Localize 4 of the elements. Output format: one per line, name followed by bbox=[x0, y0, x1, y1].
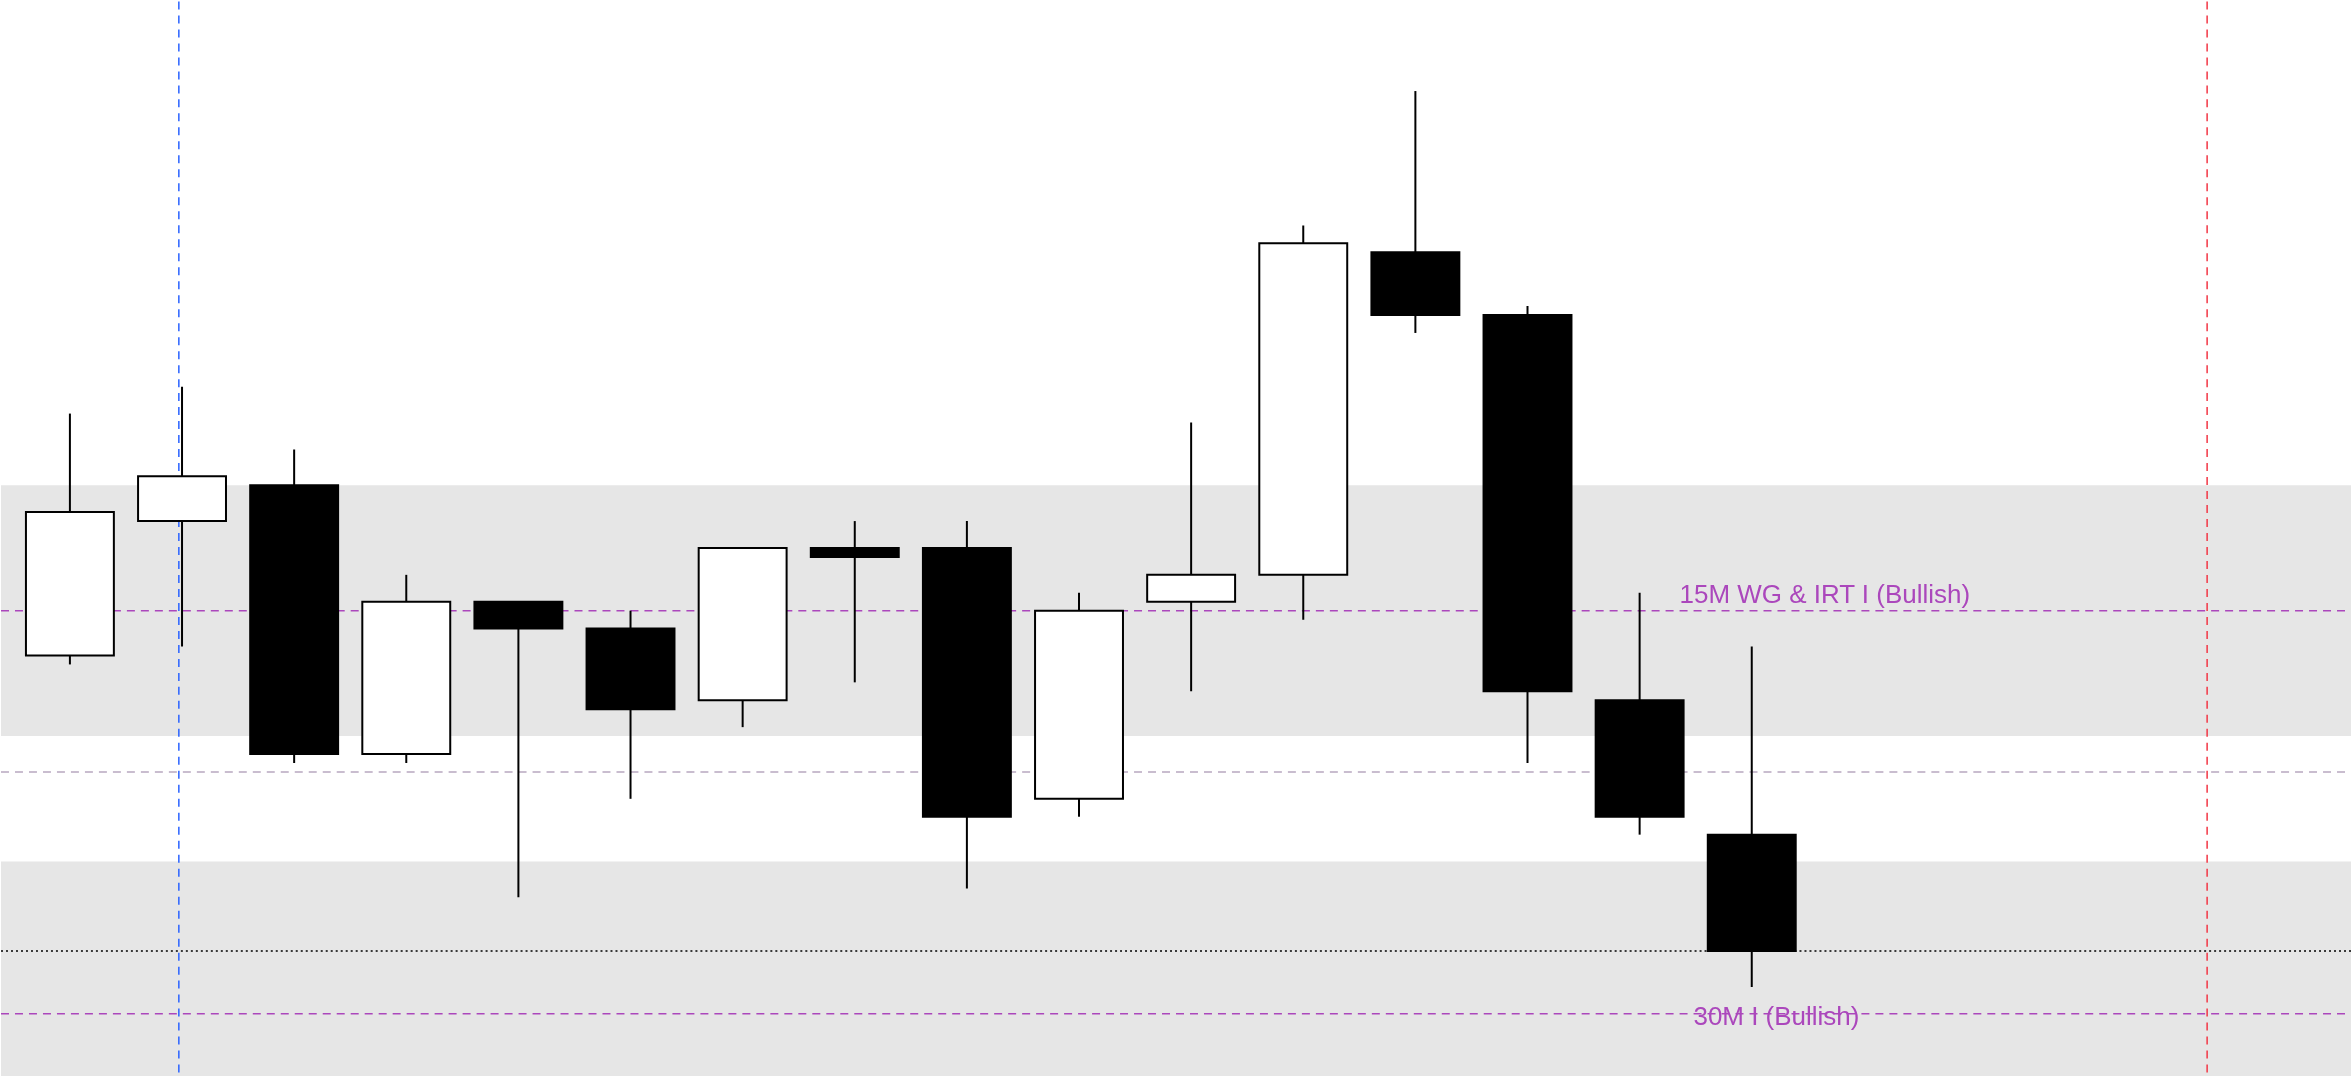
ref-line-label: 15M WG & IRT I (Bullish) bbox=[1679, 578, 1971, 609]
candlestick bbox=[1146, 421, 1237, 693]
candlestick bbox=[809, 520, 900, 684]
candlestick bbox=[473, 600, 564, 899]
